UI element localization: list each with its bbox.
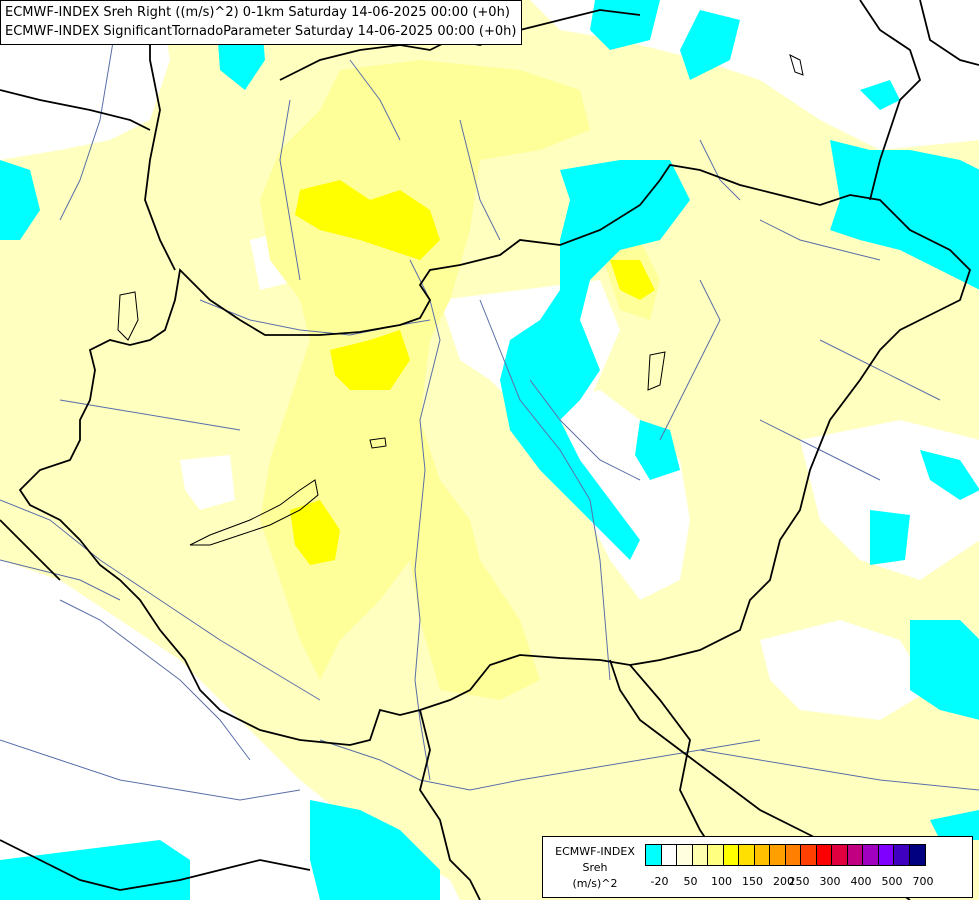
lake-balaton <box>189 479 319 546</box>
legend-tick-label: 50 <box>683 875 698 888</box>
legend-swatch <box>832 845 848 865</box>
legend-color-scale <box>645 844 926 866</box>
lakes <box>117 54 804 546</box>
legend-swatch <box>878 845 894 865</box>
legend-swatch <box>723 845 739 865</box>
legend-swatch <box>646 845 662 865</box>
legend-unit: (m/s)^2 <box>572 877 618 890</box>
legend-tick-label: -20 <box>650 875 669 888</box>
rivers <box>0 0 979 801</box>
title-stp: ECMWF-INDEX SignificantTornadoParameter … <box>5 24 517 39</box>
legend-swatch <box>863 845 879 865</box>
legend-swatch <box>739 845 755 865</box>
legend-tick-label: 100 <box>711 875 732 888</box>
legend-swatch <box>909 845 925 865</box>
border-hungary <box>18 164 972 746</box>
legend-tick-label: 400 <box>850 875 872 888</box>
legend-tick-label: 500 <box>881 875 903 888</box>
legend-model: ECMWF-INDEX <box>555 845 635 858</box>
legend-swatch <box>894 845 910 865</box>
legend-swatch <box>692 845 708 865</box>
legend-tick-label: 300 <box>819 875 841 888</box>
sreh-yellow-cores <box>290 180 655 565</box>
color-legend: ECMWF-INDEX Sreh (m/s)^2 -20 50 100 150 200 2… <box>542 836 973 898</box>
legend-tick-label: 200 <box>773 875 794 888</box>
title-sreh: ECMWF-INDEX Sreh Right ((m/s)^2) 0-1km S… <box>5 5 510 20</box>
legend-swatch <box>770 845 786 865</box>
legend-tick-label: 250 <box>788 875 810 888</box>
legend-swatch <box>801 845 817 865</box>
legend-swatch <box>661 845 677 865</box>
legend-swatch <box>708 845 724 865</box>
legend-swatch <box>754 845 770 865</box>
legend-swatch <box>847 845 863 865</box>
legend-swatch <box>816 845 832 865</box>
legend-swatch <box>785 845 801 865</box>
legend-swatch <box>677 845 693 865</box>
legend-tick-label: 700 <box>912 875 934 888</box>
legend-tick-label: 150 <box>742 875 763 888</box>
map-title-box: ECMWF-INDEX Sreh Right ((m/s)^2) 0-1km S… <box>0 0 523 45</box>
legend-param: Sreh <box>582 861 608 874</box>
